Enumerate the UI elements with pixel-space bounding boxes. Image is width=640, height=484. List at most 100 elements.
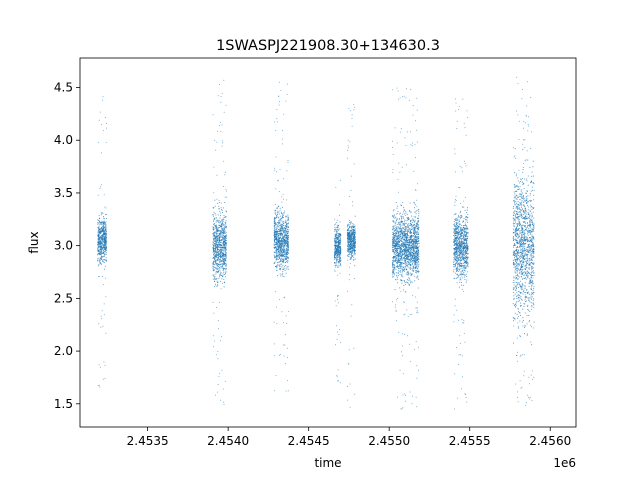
data-point [397, 298, 399, 299]
data-point [411, 281, 413, 283]
data-point [414, 267, 416, 270]
data-point [414, 270, 416, 272]
data-point [415, 211, 417, 213]
data-point [417, 219, 419, 221]
data-point [402, 252, 404, 254]
data-point [284, 240, 286, 242]
data-point [334, 251, 336, 253]
data-point [393, 238, 395, 240]
data-point [395, 272, 397, 274]
data-point [281, 233, 283, 235]
data-point [223, 254, 225, 256]
data-point [416, 109, 418, 111]
data-point [217, 229, 219, 231]
data-point [408, 251, 410, 253]
data-point [397, 270, 400, 272]
data-point [415, 341, 417, 343]
data-point [105, 236, 107, 238]
data-point [396, 213, 398, 214]
data-point [102, 244, 104, 246]
data-point [413, 249, 415, 251]
data-point [334, 256, 336, 259]
data-point [214, 223, 216, 225]
data-point [219, 270, 221, 272]
data-point [338, 256, 340, 258]
data-point [222, 255, 225, 257]
data-point [221, 209, 223, 211]
data-point [219, 260, 221, 262]
data-point [339, 214, 340, 216]
data-point [335, 258, 337, 260]
data-point [213, 238, 215, 240]
data-point [407, 239, 409, 241]
data-point [285, 225, 287, 227]
data-point [409, 255, 411, 257]
data-point [214, 205, 216, 207]
data-point [405, 226, 407, 228]
data-point [339, 237, 341, 239]
data-point [403, 246, 405, 248]
data-point [225, 240, 227, 242]
data-point [220, 96, 222, 97]
data-point [412, 244, 415, 247]
data-point [275, 234, 277, 236]
data-point [338, 239, 340, 241]
data-point [287, 236, 290, 239]
data-point [403, 236, 406, 238]
data-point [398, 162, 400, 164]
data-point [407, 251, 409, 253]
data-point [219, 235, 221, 237]
data-point [278, 104, 280, 106]
data-point [224, 242, 226, 244]
data-point [285, 264, 287, 267]
data-point [220, 340, 221, 342]
data-point [349, 239, 351, 241]
data-point [417, 141, 418, 143]
data-point [282, 130, 283, 132]
data-point [392, 217, 394, 219]
data-point [397, 235, 399, 237]
data-point [103, 261, 105, 263]
data-point [339, 241, 341, 243]
data-point [286, 199, 288, 201]
data-point [217, 284, 219, 286]
data-point [408, 259, 410, 261]
data-point [394, 289, 396, 291]
data-point [396, 299, 398, 301]
data-point [393, 263, 395, 265]
data-point [278, 220, 280, 222]
data-point [215, 227, 217, 229]
data-point [99, 246, 101, 248]
data-point [398, 191, 399, 193]
data-point [212, 270, 214, 272]
data-point [98, 220, 100, 222]
data-point [217, 263, 219, 265]
data-point [403, 208, 405, 210]
data-point [349, 383, 351, 385]
data-point [275, 254, 277, 256]
data-point [224, 274, 226, 276]
data-point [335, 249, 337, 251]
data-point [398, 226, 400, 228]
data-point [102, 235, 105, 237]
data-point [346, 240, 349, 242]
data-point [286, 215, 288, 217]
data-point [351, 238, 354, 240]
data-point [392, 227, 394, 229]
data-point [98, 323, 100, 325]
data-point [285, 229, 287, 231]
data-point [277, 206, 279, 208]
data-point [416, 254, 418, 256]
data-point [401, 266, 403, 268]
data-point [276, 323, 278, 325]
data-point [217, 237, 219, 239]
data-point [225, 244, 227, 246]
data-point [105, 226, 107, 228]
data-point [219, 84, 220, 85]
data-point [351, 114, 353, 116]
data-point [223, 244, 225, 247]
data-point [277, 221, 279, 224]
data-point [412, 253, 414, 255]
data-point [338, 258, 340, 260]
data-point [392, 236, 394, 238]
